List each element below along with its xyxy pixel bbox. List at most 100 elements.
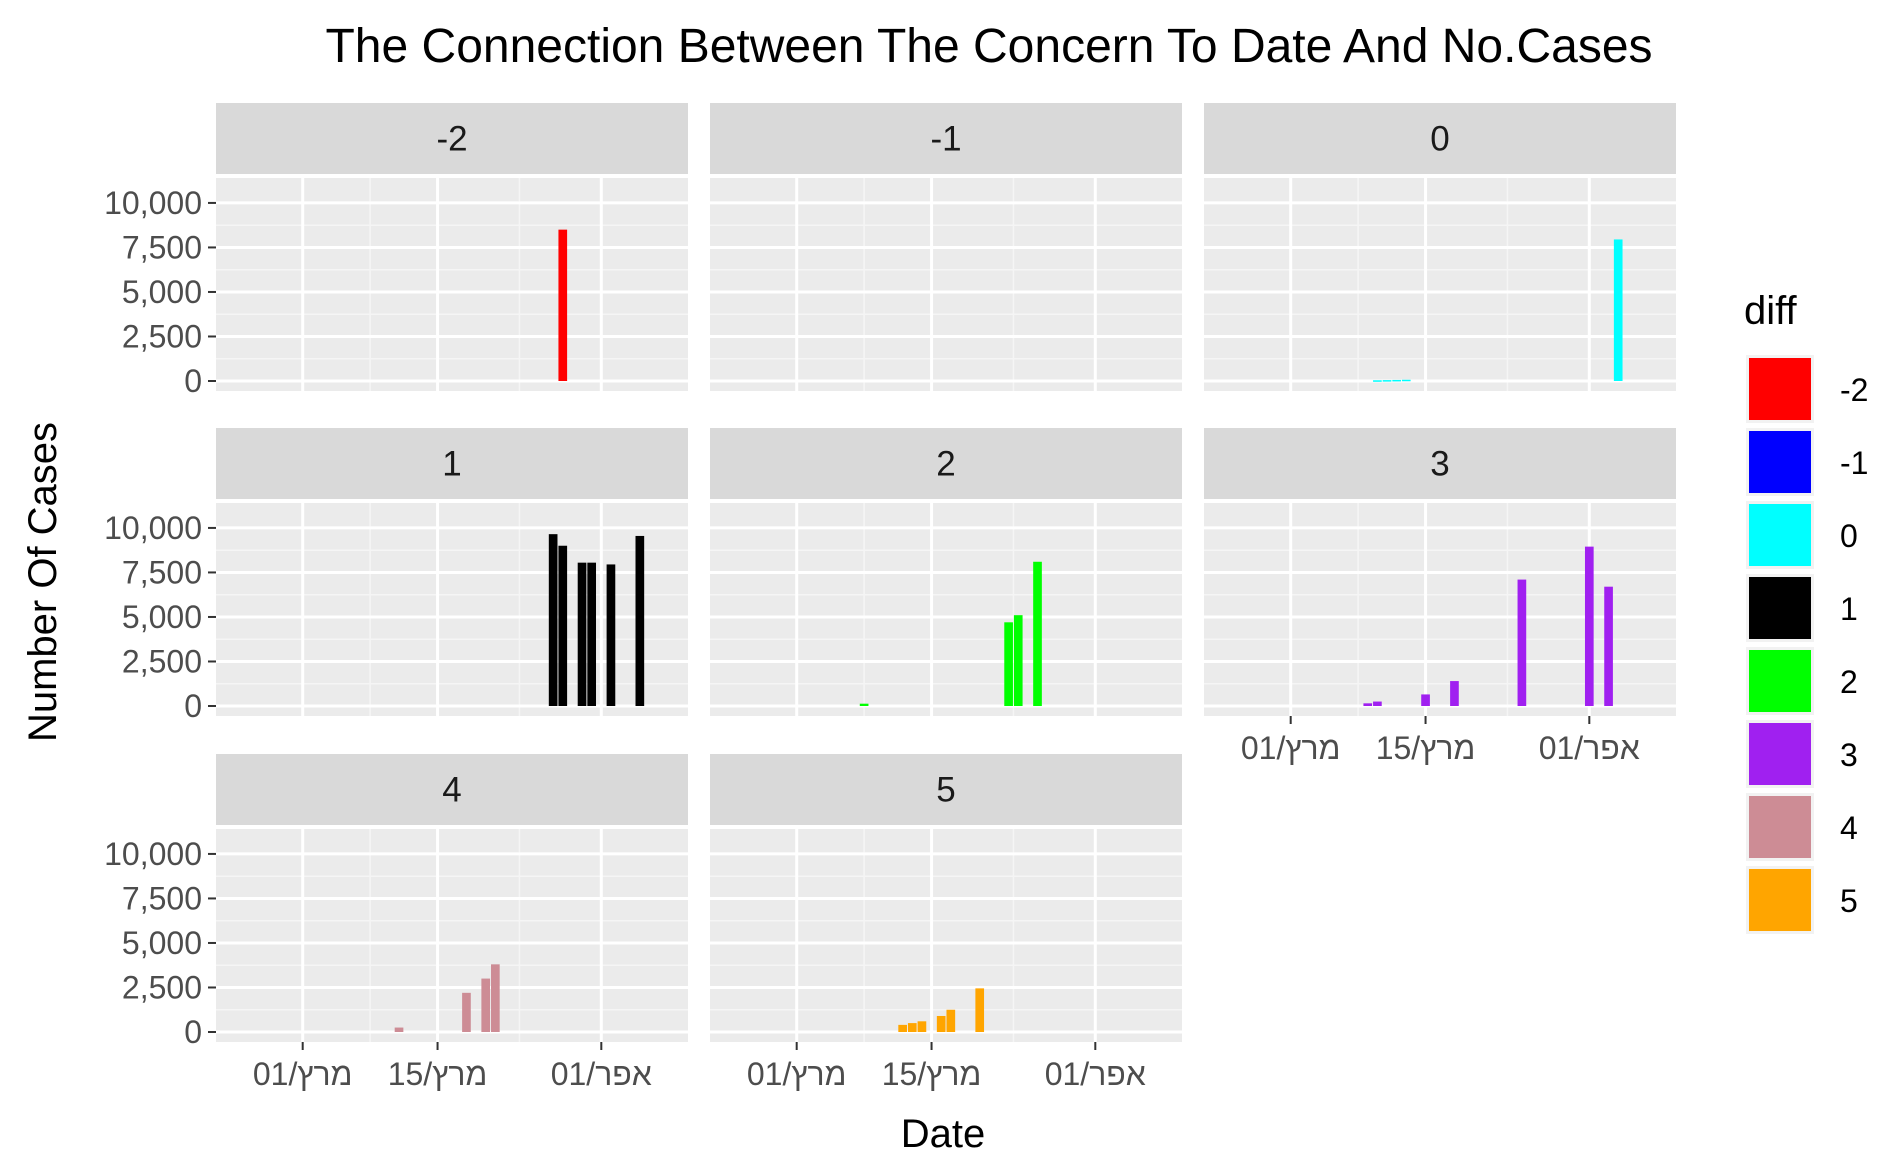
y-tick-label: 2,500 <box>122 318 202 354</box>
x-axis-label: Date <box>901 1112 986 1156</box>
legend-key <box>1749 869 1811 931</box>
bar <box>907 1023 917 1032</box>
facet-strip-label: 0 <box>1430 120 1449 159</box>
facet-strip <box>216 428 688 499</box>
facet-strip-label: 3 <box>1430 445 1449 484</box>
bar <box>491 964 500 1032</box>
facet-panel: -1 <box>710 103 1182 391</box>
bar <box>394 1027 404 1032</box>
bar <box>1373 701 1382 706</box>
y-tick-label: 0 <box>184 1014 202 1050</box>
bar <box>606 564 616 706</box>
legend-label: -2 <box>1840 372 1868 408</box>
plot-background <box>710 178 1182 391</box>
plot-background <box>216 829 688 1042</box>
bar <box>577 562 587 706</box>
facet-strip <box>710 103 1182 174</box>
bar <box>462 992 471 1032</box>
legend-label: 0 <box>1840 518 1858 554</box>
bar <box>558 229 568 381</box>
legend-key <box>1749 504 1811 566</box>
bar <box>587 562 597 706</box>
bar <box>1421 694 1430 706</box>
y-tick-label: 2,500 <box>122 969 202 1005</box>
facet-strip <box>216 103 688 174</box>
y-tick-label: 0 <box>184 363 202 399</box>
facet-strip-label: 4 <box>442 771 461 810</box>
legend-label: 5 <box>1840 883 1858 919</box>
x-tick-label: 15/מרץ <box>1376 730 1476 766</box>
y-tick-label: 10,000 <box>104 836 202 872</box>
x-tick-label: 01/מרץ <box>747 1056 847 1092</box>
plot-background <box>710 503 1182 716</box>
y-tick-label: 7,500 <box>122 229 202 265</box>
y-axis-label: Number Of Cases <box>21 422 65 742</box>
bar <box>1517 579 1527 706</box>
plot-background <box>1204 503 1676 716</box>
plot-background <box>216 178 688 391</box>
facet-panel: -2 0 2,500 5,000 7,500 10,000 <box>104 103 688 399</box>
x-tick-label: 01/אפר <box>1539 730 1640 766</box>
legend-key <box>1749 650 1811 712</box>
facet-panel: 0 <box>1204 103 1676 391</box>
y-tick-label: 5,000 <box>122 599 202 635</box>
bar <box>1450 681 1459 706</box>
bar <box>1401 379 1411 382</box>
x-tick-label: 15/מרץ <box>882 1056 982 1092</box>
bar <box>558 545 568 706</box>
x-tick-label: 01/אפר <box>1045 1056 1146 1092</box>
plot-background <box>710 829 1182 1042</box>
bar <box>1033 561 1042 706</box>
bar <box>1584 546 1594 706</box>
legend-items: -2 -1 0 1 2 3 4 5 <box>1746 355 1868 934</box>
bar <box>1013 615 1023 706</box>
facet-panel: 2 <box>710 428 1182 716</box>
bar <box>975 988 985 1032</box>
bar <box>1363 703 1373 706</box>
facet-strip <box>1204 428 1676 499</box>
x-tick-label: 01/מרץ <box>253 1056 353 1092</box>
y-tick-label: 10,000 <box>104 185 202 221</box>
y-tick-label: 5,000 <box>122 925 202 961</box>
y-tick-label: 5,000 <box>122 274 202 310</box>
facet-panels: -2 0 2,500 5,000 7,500 10,000 -1 0 1 0 2,500 5,000 7… <box>104 103 1676 1092</box>
facet-strip-label: -1 <box>930 120 961 159</box>
legend-label: 1 <box>1840 591 1858 627</box>
facet-panel: 3 01/מרץ 15/מרץ 01/אפר <box>1204 428 1676 766</box>
chart-title: The Connection Between The Concern To Da… <box>325 20 1652 73</box>
facet-strip <box>710 428 1182 499</box>
bar <box>1373 380 1382 382</box>
facet-panel: 4 0 2,500 5,000 7,500 10,000 01/מרץ 15/מרץ 01/אפ… <box>104 754 688 1092</box>
facet-strip <box>710 754 1182 825</box>
legend-label: 3 <box>1840 737 1858 773</box>
x-tick-label: 15/מרץ <box>388 1056 488 1092</box>
facet-strip-label: 2 <box>936 445 955 484</box>
bar <box>1604 586 1613 706</box>
bar <box>898 1024 907 1032</box>
bar <box>917 1021 927 1032</box>
bar <box>936 1015 946 1032</box>
facet-strip <box>216 754 688 825</box>
facet-panel: 5 01/מרץ 15/מרץ 01/אפר <box>710 754 1182 1092</box>
facet-panel: 1 0 2,500 5,000 7,500 10,000 <box>104 428 688 724</box>
legend-label: 2 <box>1840 664 1858 700</box>
y-tick-label: 0 <box>184 688 202 724</box>
y-tick-label: 10,000 <box>104 510 202 546</box>
plot-background <box>1204 178 1676 391</box>
legend-key <box>1749 577 1811 639</box>
bar <box>1382 380 1392 382</box>
legend-label: 4 <box>1840 810 1858 846</box>
bar <box>1392 379 1401 382</box>
legend-label: -1 <box>1840 445 1868 481</box>
bar <box>859 703 869 706</box>
y-tick-label: 2,500 <box>122 643 202 679</box>
y-tick-label: 7,500 <box>122 880 202 916</box>
facet-strip <box>1204 103 1676 174</box>
legend-title: diff <box>1744 289 1798 333</box>
bar <box>481 978 491 1032</box>
legend-key <box>1749 358 1811 420</box>
legend: diff -2 -1 0 1 2 3 4 5 <box>1744 289 1868 934</box>
legend-key <box>1749 431 1811 493</box>
x-tick-label: 01/מרץ <box>1241 730 1341 766</box>
